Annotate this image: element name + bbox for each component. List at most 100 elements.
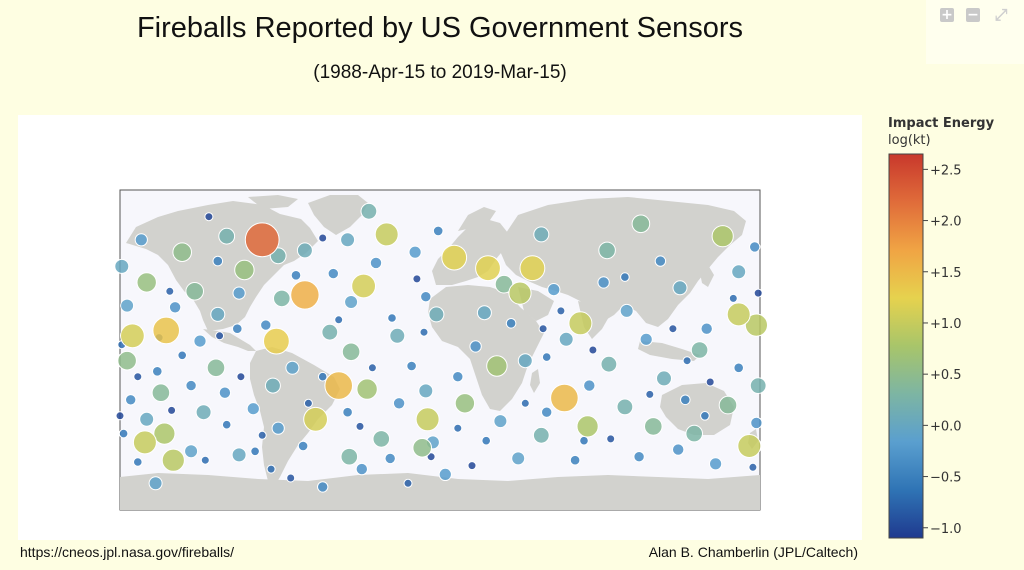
fireball-marker[interactable]: [317, 371, 328, 382]
fireball-marker[interactable]: [206, 358, 226, 378]
fireball-marker[interactable]: [195, 404, 212, 421]
fireball-marker[interactable]: [420, 291, 432, 303]
fireball-marker[interactable]: [511, 451, 526, 466]
fireball-marker[interactable]: [133, 457, 143, 467]
fireball-marker[interactable]: [744, 313, 769, 337]
fireball-marker[interactable]: [200, 455, 210, 465]
fireball-marker[interactable]: [726, 302, 751, 327]
fireball-marker[interactable]: [454, 393, 476, 414]
fireball-marker[interactable]: [334, 315, 344, 325]
fireball-marker[interactable]: [236, 372, 246, 382]
fireball-marker[interactable]: [260, 319, 272, 331]
fireball-marker[interactable]: [384, 452, 396, 465]
fireball-marker[interactable]: [221, 419, 232, 430]
fireball-marker[interactable]: [232, 323, 243, 334]
fireball-marker[interactable]: [263, 327, 290, 355]
fireball-marker[interactable]: [286, 473, 296, 483]
fireball-marker[interactable]: [619, 303, 634, 318]
fireball-marker[interactable]: [533, 226, 550, 243]
fireball-marker[interactable]: [321, 323, 339, 341]
fireball-marker[interactable]: [324, 371, 354, 400]
fireball-marker[interactable]: [341, 342, 361, 362]
fireball-marker[interactable]: [296, 242, 313, 259]
fireball-marker[interactable]: [317, 481, 329, 493]
fireball-marker[interactable]: [737, 434, 762, 458]
fireball-marker[interactable]: [597, 276, 610, 289]
fireball-marker[interactable]: [441, 244, 468, 271]
fireball-marker[interactable]: [232, 286, 246, 300]
fireball-marker[interactable]: [685, 424, 704, 443]
zoom-out-button[interactable]: −: [966, 8, 980, 22]
fireball-marker[interactable]: [583, 379, 596, 392]
fireball-marker[interactable]: [748, 462, 758, 472]
fireball-marker[interactable]: [387, 313, 397, 323]
fireball-marker[interactable]: [519, 255, 546, 282]
fireball-marker[interactable]: [668, 324, 678, 334]
fireball-marker[interactable]: [356, 378, 378, 400]
fireball-marker[interactable]: [115, 411, 125, 421]
fireball-marker[interactable]: [428, 306, 445, 323]
fireball-marker[interactable]: [576, 415, 599, 438]
fireball-marker[interactable]: [369, 256, 383, 270]
fireball-marker[interactable]: [153, 422, 176, 445]
fireball-marker[interactable]: [185, 379, 197, 392]
zoom-in-button[interactable]: +: [940, 8, 954, 22]
fireball-marker[interactable]: [136, 272, 157, 293]
fireball-marker[interactable]: [272, 289, 291, 308]
fireball-marker[interactable]: [117, 350, 137, 371]
fireball-marker[interactable]: [246, 402, 260, 416]
fireball-marker[interactable]: [231, 447, 247, 463]
fireball-marker[interactable]: [212, 255, 224, 267]
fireball-marker[interactable]: [415, 407, 440, 432]
fireball-marker[interactable]: [184, 444, 199, 459]
fireball-marker[interactable]: [432, 225, 444, 237]
fireball-marker[interactable]: [151, 383, 171, 403]
fireball-marker[interactable]: [303, 406, 329, 432]
fireball-marker[interactable]: [132, 430, 157, 455]
fireball-marker[interactable]: [215, 331, 225, 341]
fireball-marker[interactable]: [616, 398, 634, 416]
fireball-marker[interactable]: [210, 306, 226, 322]
fireball-marker[interactable]: [120, 298, 135, 313]
fireball-marker[interactable]: [264, 377, 281, 394]
fireball-marker[interactable]: [177, 350, 187, 361]
fireball-marker[interactable]: [532, 426, 550, 444]
fireball-marker[interactable]: [125, 394, 137, 406]
fireball-marker[interactable]: [244, 222, 280, 258]
fireball-marker[interactable]: [654, 255, 667, 267]
fireball-marker[interactable]: [148, 476, 163, 491]
fireball-marker[interactable]: [120, 323, 145, 349]
fireball-marker[interactable]: [569, 454, 581, 466]
fireball-marker[interactable]: [165, 286, 175, 296]
source-url[interactable]: https://cneos.jpl.nasa.gov/fireballs/: [20, 544, 235, 560]
fireball-marker[interactable]: [541, 352, 552, 362]
fireball-marker[interactable]: [389, 327, 406, 344]
fireball-marker[interactable]: [118, 428, 129, 439]
fireball-marker[interactable]: [718, 395, 738, 415]
fireball-marker[interactable]: [568, 311, 593, 336]
fireball-marker[interactable]: [486, 355, 508, 377]
fireball-marker[interactable]: [644, 417, 663, 436]
fireball-marker[interactable]: [218, 227, 236, 245]
fireball-marker[interactable]: [412, 438, 433, 458]
fireball-marker[interactable]: [250, 446, 260, 457]
fireball-marker[interactable]: [481, 435, 492, 446]
fireball-marker[interactable]: [453, 423, 463, 433]
fireball-marker[interactable]: [418, 383, 434, 399]
fireball-marker[interactable]: [633, 451, 645, 463]
fireball-marker[interactable]: [257, 430, 267, 440]
fireball-marker[interactable]: [750, 416, 763, 430]
fireball-marker[interactable]: [476, 305, 492, 321]
fireball-marker[interactable]: [318, 233, 328, 243]
fireball-marker[interactable]: [645, 389, 655, 399]
reset-view-button[interactable]: ⤢: [994, 7, 1008, 23]
fireball-marker[interactable]: [709, 457, 723, 471]
fireball-marker[interactable]: [656, 370, 672, 387]
fireball-marker[interactable]: [406, 360, 417, 372]
fireball-marker[interactable]: [600, 355, 618, 373]
fireball-marker[interactable]: [372, 430, 391, 448]
fireball-marker[interactable]: [467, 461, 477, 471]
fireball-marker[interactable]: [167, 405, 177, 415]
fireball-marker[interactable]: [342, 406, 353, 418]
fireball-marker[interactable]: [749, 377, 767, 395]
